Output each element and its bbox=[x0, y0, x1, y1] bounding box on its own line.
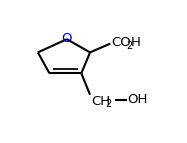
Text: O: O bbox=[62, 32, 72, 45]
Text: 2: 2 bbox=[105, 100, 111, 110]
Text: 2: 2 bbox=[126, 41, 133, 51]
Text: CO: CO bbox=[111, 36, 131, 49]
Text: CH: CH bbox=[91, 95, 111, 108]
Text: H: H bbox=[131, 36, 140, 49]
Text: OH: OH bbox=[127, 94, 148, 106]
